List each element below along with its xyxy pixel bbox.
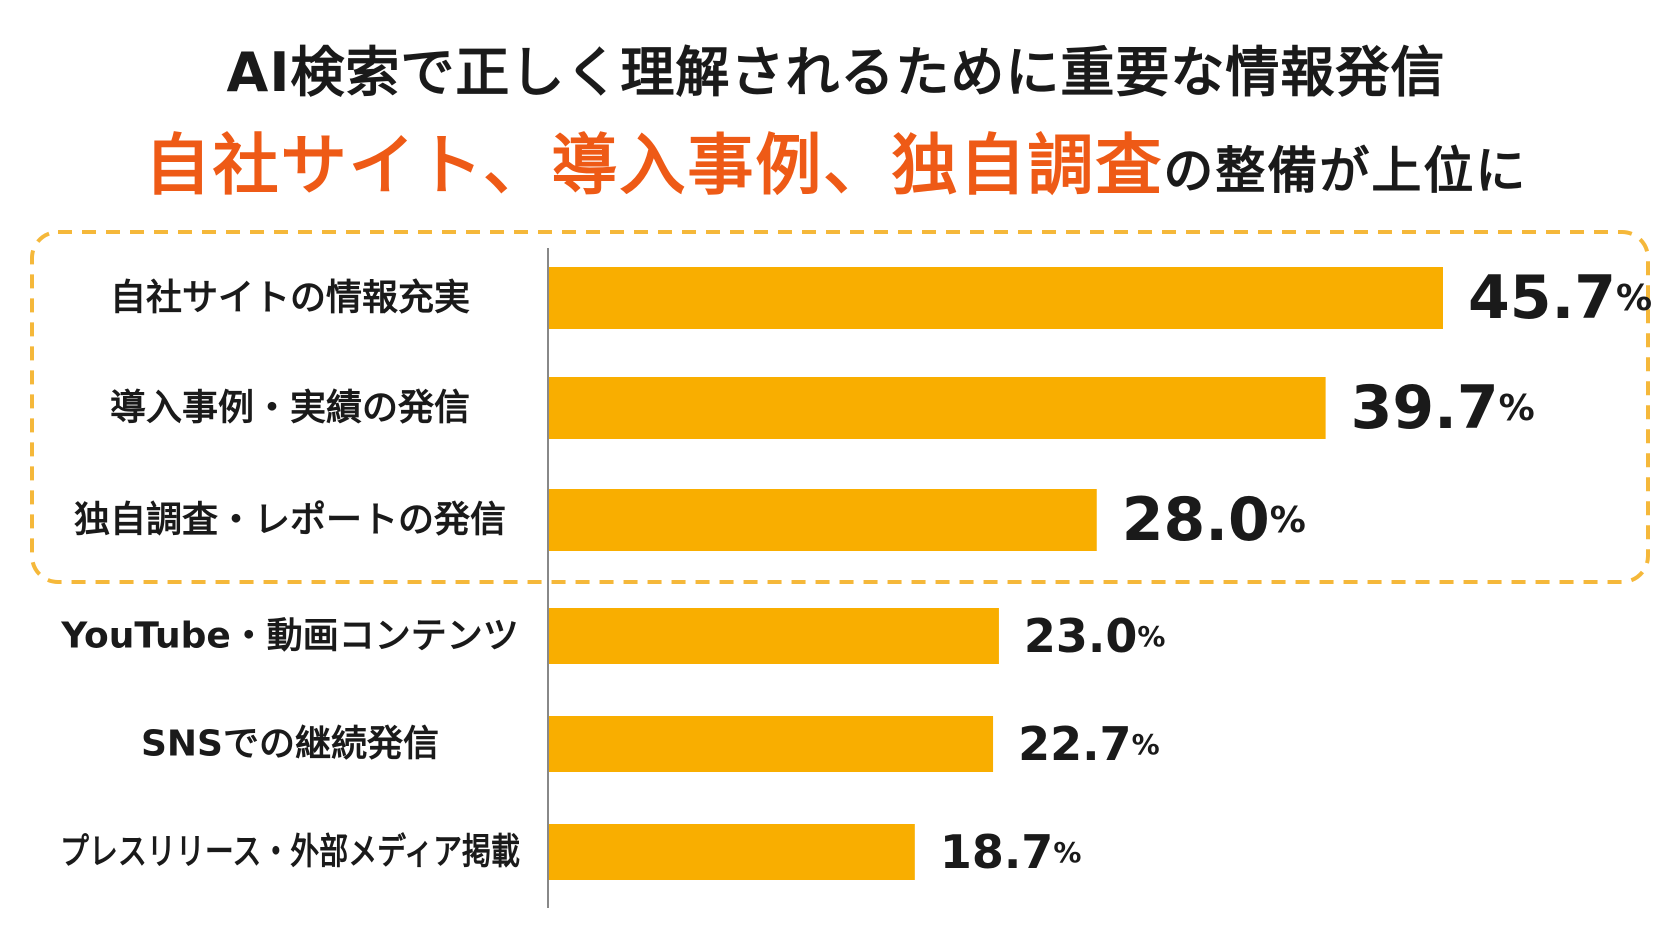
chart-subtitle: 自社サイト、導入事例、独自調査の整備が上位に [0, 112, 1672, 208]
category-label: YouTube・動画コンテンツ [60, 616, 519, 657]
value-unit: % [1616, 278, 1652, 319]
value-unit: % [1132, 728, 1160, 761]
value-label: 22.7% [1018, 717, 1160, 771]
bar [549, 377, 1326, 439]
value-label: 18.7% [940, 825, 1082, 879]
bar [549, 267, 1443, 329]
bar [549, 489, 1097, 551]
bar [549, 824, 915, 880]
value-label: 39.7% [1351, 373, 1535, 443]
category-label: 導入事例・実績の発信 [110, 388, 470, 429]
category-label: 独自調査・レポートの発信 [74, 499, 506, 541]
value-unit: % [1053, 836, 1081, 869]
value-number: 45.7 [1468, 263, 1616, 333]
category-label: プレスリリース・外部メディア掲載 [60, 831, 520, 873]
value-number: 22.7 [1018, 717, 1132, 771]
value-label: 23.0% [1024, 609, 1166, 663]
highlight-box [30, 230, 1650, 584]
value-unit: % [1270, 500, 1306, 541]
value-number: 28.0 [1122, 485, 1270, 555]
category-label: SNSでの継続発信 [141, 724, 439, 765]
value-label: 28.0% [1122, 485, 1306, 555]
value-number: 23.0 [1024, 609, 1138, 663]
value-number: 39.7 [1351, 373, 1499, 443]
bar [549, 716, 994, 772]
subtitle-highlight: 自社サイト、導入事例、独自調査 [144, 127, 1164, 204]
value-number: 18.7 [940, 825, 1054, 879]
chart-title: AI検索で正しく理解されるために重要な情報発信 [226, 41, 1446, 104]
value-unit: % [1499, 388, 1535, 429]
value-unit: % [1137, 620, 1165, 653]
subtitle-rest: の整備が上位に [1163, 142, 1528, 200]
bar [549, 608, 999, 664]
value-label: 45.7% [1468, 263, 1652, 333]
category-label: 自社サイトの情報充実 [110, 278, 470, 319]
